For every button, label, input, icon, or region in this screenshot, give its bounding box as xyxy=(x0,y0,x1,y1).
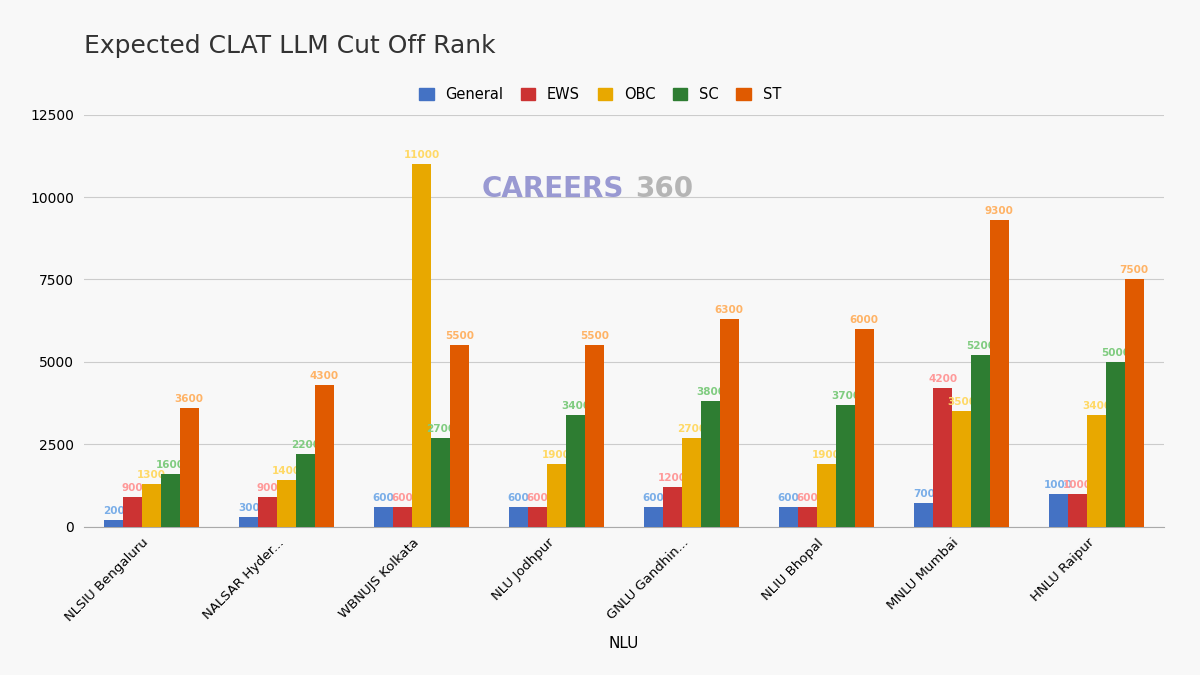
Bar xyxy=(914,504,934,526)
Text: 600: 600 xyxy=(797,493,818,503)
Text: Expected CLAT LLM Cut Off Rank: Expected CLAT LLM Cut Off Rank xyxy=(84,34,496,58)
Bar xyxy=(258,497,277,526)
Bar xyxy=(296,454,314,526)
Text: 600: 600 xyxy=(508,493,529,503)
Text: 5200: 5200 xyxy=(966,342,995,351)
Text: 5500: 5500 xyxy=(445,331,474,342)
Text: 3800: 3800 xyxy=(696,387,725,398)
Text: 900: 900 xyxy=(257,483,278,493)
Bar xyxy=(664,487,682,526)
Text: 6300: 6300 xyxy=(715,305,744,315)
Bar xyxy=(1068,493,1087,526)
Text: 1300: 1300 xyxy=(137,470,166,480)
Text: 5500: 5500 xyxy=(580,331,608,342)
Text: 200: 200 xyxy=(103,506,125,516)
Text: 6000: 6000 xyxy=(850,315,878,325)
Bar xyxy=(142,484,161,526)
Bar xyxy=(394,507,412,526)
Text: 360: 360 xyxy=(635,175,692,203)
Bar xyxy=(180,408,199,526)
Bar xyxy=(817,464,836,526)
Bar xyxy=(374,507,394,526)
Text: 600: 600 xyxy=(778,493,799,503)
Text: 600: 600 xyxy=(643,493,665,503)
Text: 600: 600 xyxy=(527,493,548,503)
Bar xyxy=(239,516,258,526)
Text: 3400: 3400 xyxy=(1082,400,1111,410)
Bar xyxy=(584,346,604,526)
Text: 1600: 1600 xyxy=(156,460,185,470)
Bar xyxy=(952,411,971,526)
Bar xyxy=(779,507,798,526)
Text: 1000: 1000 xyxy=(1063,480,1092,489)
Bar xyxy=(836,404,854,526)
Bar xyxy=(104,520,124,526)
Text: 600: 600 xyxy=(373,493,395,503)
Bar xyxy=(1087,414,1106,526)
Bar xyxy=(682,437,701,526)
Text: 1400: 1400 xyxy=(272,466,301,477)
Legend: General, EWS, OBC, SC, ST: General, EWS, OBC, SC, ST xyxy=(413,82,787,108)
Bar xyxy=(450,346,469,526)
Bar xyxy=(798,507,817,526)
Bar xyxy=(277,481,296,526)
Bar xyxy=(412,164,431,526)
Bar xyxy=(1049,493,1068,526)
Text: 4300: 4300 xyxy=(310,371,338,381)
Bar xyxy=(854,329,874,526)
Text: 5000: 5000 xyxy=(1100,348,1130,358)
Bar xyxy=(1124,279,1144,526)
Text: 1900: 1900 xyxy=(542,450,571,460)
Text: 11000: 11000 xyxy=(403,151,439,160)
Text: CAREERS: CAREERS xyxy=(481,175,624,203)
Bar xyxy=(566,414,584,526)
Bar xyxy=(314,385,334,526)
Bar xyxy=(161,474,180,526)
Bar xyxy=(124,497,142,526)
Text: 3600: 3600 xyxy=(175,394,204,404)
Bar xyxy=(644,507,664,526)
Text: 2200: 2200 xyxy=(290,440,320,450)
Bar xyxy=(509,507,528,526)
Bar xyxy=(547,464,566,526)
Bar xyxy=(528,507,547,526)
Text: 1200: 1200 xyxy=(658,473,688,483)
Text: 700: 700 xyxy=(913,489,935,500)
Bar xyxy=(701,402,720,526)
Text: 2700: 2700 xyxy=(677,424,706,433)
Text: 300: 300 xyxy=(238,503,259,513)
X-axis label: NLU: NLU xyxy=(608,636,640,651)
Text: 3400: 3400 xyxy=(560,400,590,410)
Text: 600: 600 xyxy=(391,493,414,503)
Bar xyxy=(971,355,990,526)
Text: 1000: 1000 xyxy=(1044,480,1073,489)
Text: 3500: 3500 xyxy=(947,398,976,407)
Text: 2700: 2700 xyxy=(426,424,455,433)
Bar xyxy=(934,388,952,526)
Text: 4200: 4200 xyxy=(928,374,958,384)
Bar xyxy=(720,319,739,526)
Bar xyxy=(431,437,450,526)
Bar xyxy=(1106,362,1124,526)
Text: 1900: 1900 xyxy=(812,450,841,460)
Text: 9300: 9300 xyxy=(985,206,1014,216)
Text: 7500: 7500 xyxy=(1120,265,1148,275)
Text: 900: 900 xyxy=(121,483,144,493)
Text: 3700: 3700 xyxy=(830,391,860,401)
Bar xyxy=(990,220,1009,526)
